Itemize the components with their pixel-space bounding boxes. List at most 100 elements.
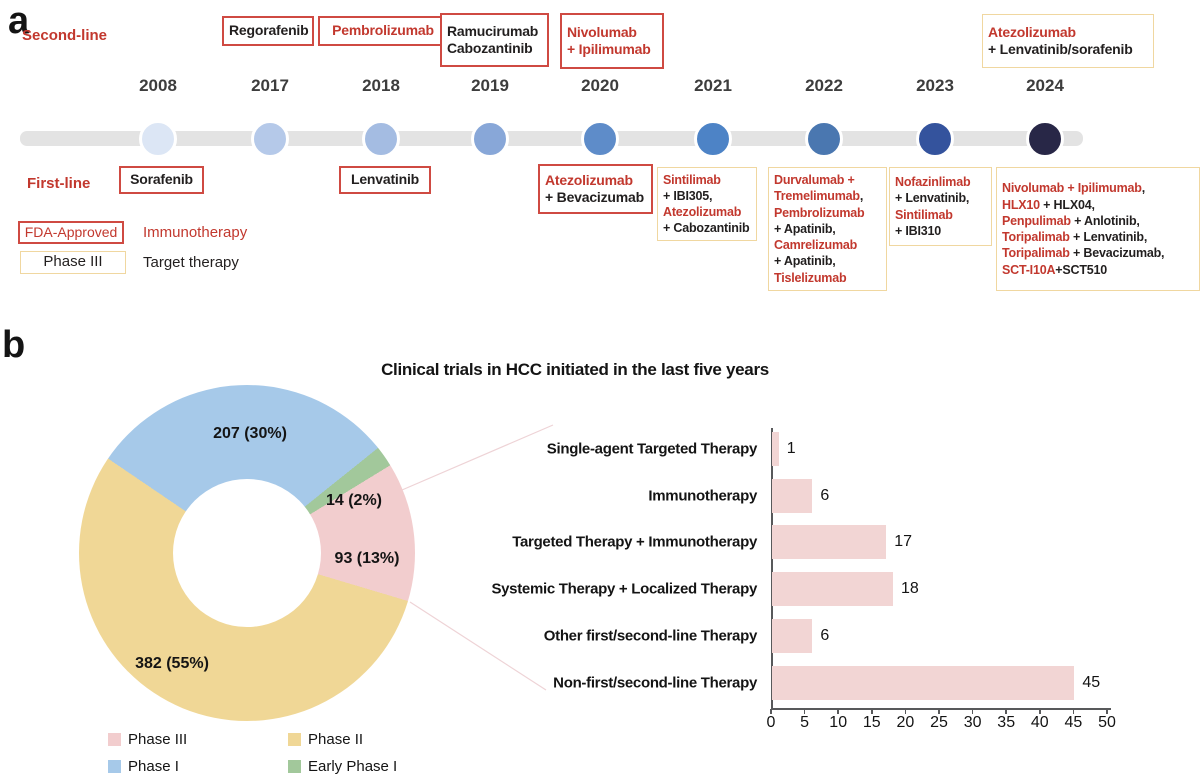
drug-line: + Bevacizumab	[545, 189, 646, 207]
drug-text: Penpulimab	[1002, 213, 1071, 228]
drug-text: + Lenvatinib,	[895, 191, 970, 206]
bar	[772, 665, 1075, 700]
drug-text: Nivolumab	[567, 23, 637, 40]
legend-target-therapy-label: Target therapy	[143, 254, 239, 271]
timeline-dot-2020	[581, 120, 619, 158]
drug-text: HLX10	[1002, 197, 1040, 212]
drug-line: SCT-I10A+SCT510	[1002, 262, 1194, 278]
drug-line: Camrelizumab	[774, 237, 881, 253]
drug-text: + Bevacizumab	[545, 189, 644, 205]
donut-slice-label-phase-i: 207 (30%)	[213, 425, 287, 442]
donut-slice-label-phase-iii: 93 (13%)	[334, 550, 400, 567]
callout-line-top	[401, 424, 554, 491]
legend-label: Phase I	[128, 758, 179, 775]
donut-hole	[173, 479, 321, 627]
drug-text: + IBI310	[895, 223, 942, 238]
drug-line: Sintilimab	[663, 172, 751, 188]
x-tick-mark	[837, 709, 839, 714]
drug-text: + Bevacizumab,	[1069, 246, 1165, 261]
timeline-dot-2019	[471, 120, 509, 158]
bar	[772, 572, 893, 607]
x-tick-mark	[1072, 709, 1075, 714]
drug-text: ,	[1141, 181, 1146, 196]
drug-line: + Cabozantinib	[663, 220, 751, 236]
drug-line: Atezolizumab	[988, 24, 1148, 42]
bar-category-label: Immunotherapy	[648, 487, 757, 505]
x-axis-line	[771, 708, 1111, 710]
legend-label: Phase II	[308, 731, 364, 748]
x-tick-label: 35	[997, 714, 1016, 731]
drug-text: + Cabozantinib	[663, 221, 750, 236]
drug-line: Pembrolizumab	[325, 22, 441, 40]
drug-line: + Lenvatinib/sorafenib	[988, 41, 1148, 59]
year-label-2024: 2024	[1026, 76, 1064, 95]
year-label-2019: 2019	[471, 76, 509, 95]
timeline-dot-2023	[916, 120, 954, 158]
legend-item-phase-iii: Phase III	[108, 726, 288, 753]
drug-line: + IBI305,	[663, 188, 751, 204]
legend-swatch	[288, 760, 301, 773]
x-tick-label: 45	[1064, 714, 1083, 731]
drug-text: Lenvatinib	[350, 171, 419, 188]
year-label-2022: 2022	[805, 76, 843, 95]
drug-line: Atezolizumab	[663, 204, 751, 220]
donut-slice-label-phase-ii: 382 (55%)	[135, 655, 209, 672]
drug-line: Toripalimab + Bevacizumab,	[1002, 245, 1194, 261]
drug-text: Toripalimab	[1002, 230, 1070, 244]
y-axis-line	[771, 428, 773, 709]
bar	[772, 432, 779, 466]
drug-text: Ramucirumab	[447, 22, 539, 39]
bar-value-label: 18	[900, 580, 919, 598]
drug-line: Lenvatinib	[346, 171, 424, 189]
x-tick-label: 40	[1030, 714, 1049, 731]
year-label-2017: 2017	[251, 76, 289, 95]
drug-line: Ramucirumab	[447, 23, 542, 41]
x-tick-mark	[1106, 709, 1108, 714]
bottom-box-2020-atezolizumab-bevacizumab: Atezolizumab + Bevacizumab	[538, 164, 653, 214]
drug-text: Cabozantinib	[447, 40, 533, 56]
bar-category-label: Targeted Therapy + Immunotherapy	[512, 533, 757, 551]
bar-category-label: Single-agent Targeted Therapy	[546, 440, 758, 458]
year-label-2018: 2018	[362, 76, 400, 95]
legend-fda-approved-label: FDA-Approved	[24, 223, 118, 240]
drug-line: + Apatinib,	[774, 221, 881, 237]
bar-category-label: Systemic Therapy + Localized Therapy	[491, 580, 757, 598]
drug-text: Pembrolizumab	[332, 22, 434, 39]
drug-text: Atezolizumab	[988, 23, 1076, 40]
bottom-box-2021-trials: Sintilimab + IBI305, Atezolizumab + Cabozan…	[657, 167, 757, 241]
top-box-2019-ramucirumab-cabozantinib: Ramucirumab Cabozantinib	[440, 13, 549, 67]
bar	[772, 525, 887, 560]
timeline-dot-2022	[805, 120, 843, 158]
drug-line: Tremelimumab,	[774, 188, 881, 204]
bar	[772, 478, 813, 513]
drug-text: Tremelimumab	[774, 189, 860, 204]
drug-line: Toripalimab + Lenvatinib,	[1002, 229, 1194, 245]
drug-text: Regorafenib	[229, 22, 309, 39]
second-line-label: Second-line	[22, 27, 108, 44]
drug-line: HLX10 + HLX04,	[1002, 197, 1194, 213]
legend-label: Phase III	[128, 731, 188, 748]
timeline-dot-2018	[362, 120, 400, 158]
x-tick-label: 0	[766, 714, 776, 731]
x-tick-label: 50	[1098, 714, 1116, 731]
drug-line: + Apatinib,	[774, 253, 881, 269]
bar-category-label: Non-first/second-line Therapy	[553, 674, 757, 691]
bottom-box-2022-trials: Durvalumab + Tremelimumab, Pembrolizumab + …	[768, 167, 887, 291]
bar	[772, 618, 813, 653]
drug-text: + Anlotinib,	[1070, 213, 1140, 228]
bar-value-label: 45	[1082, 673, 1101, 691]
drug-line: Durvalumab +	[774, 172, 881, 188]
drug-text: + IBI305,	[663, 188, 713, 203]
drug-line: + IBI310	[895, 223, 986, 239]
drug-text: Durvalumab +	[774, 173, 855, 188]
drug-line: Atezolizumab	[545, 172, 646, 190]
legend-phase-iii-label: Phase III	[43, 253, 103, 271]
year-label-2020: 2020	[581, 76, 619, 95]
x-tick-label: 10	[829, 714, 848, 731]
legend-fda-approved-box: FDA-Approved	[18, 221, 124, 244]
legend-label: Early Phase I	[308, 758, 398, 775]
bar-category-label: Other first/second-line Therapy	[543, 627, 758, 645]
x-tick-label: 15	[862, 714, 881, 731]
drug-text: Nivolumab + Ipilimumab	[1002, 181, 1142, 196]
x-tick-mark	[803, 709, 806, 714]
